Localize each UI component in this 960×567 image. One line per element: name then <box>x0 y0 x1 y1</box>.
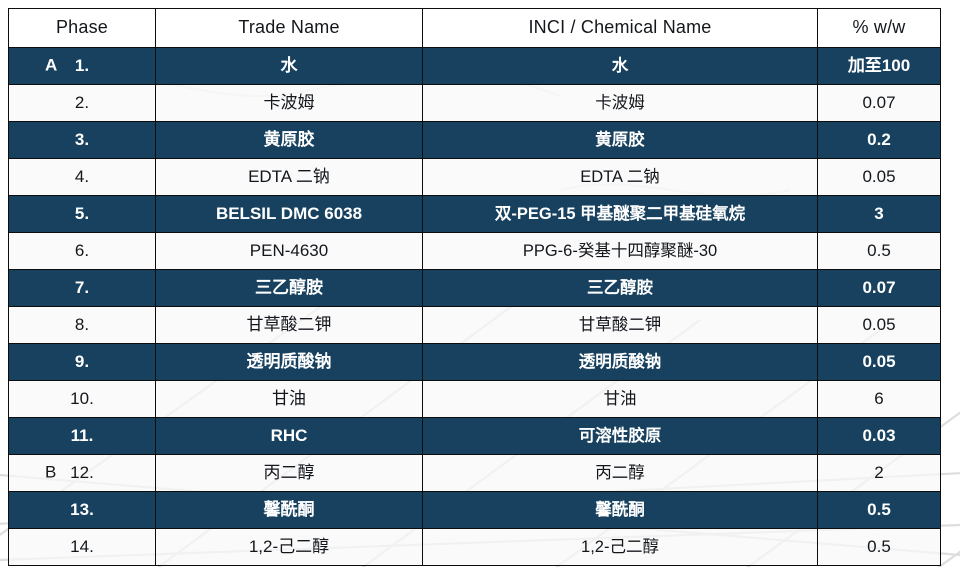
cell-percent: 3 <box>817 195 941 233</box>
row-number: 5. <box>74 203 90 223</box>
cell-phase: B 12. <box>8 454 156 492</box>
cell-trade-name: 水 <box>155 47 423 85</box>
row-number: 4. <box>74 166 90 186</box>
table-header: Phase Trade Name INCI / Chemical Name % … <box>8 8 941 48</box>
table-row: 10. 甘油 甘油 6 <box>8 380 941 418</box>
row-number: 3. <box>74 129 90 149</box>
cell-trade-name: PEN-4630 <box>155 232 423 270</box>
cell-phase: 2. <box>8 84 156 122</box>
row-number: 11. <box>70 425 94 445</box>
cell-phase: 10. <box>8 380 156 418</box>
table-row: 8. 甘草酸二钾 甘草酸二钾 0.05 <box>8 306 941 344</box>
cell-phase: 8. <box>8 306 156 344</box>
table-row: 2. 卡波姆 卡波姆 0.07 <box>8 84 941 122</box>
column-header-inci-chemical-name: INCI / Chemical Name <box>422 8 818 48</box>
cell-percent: 0.05 <box>817 306 941 344</box>
cell-inci-name: 甘油 <box>422 380 818 418</box>
table-body: A 1. 水水加至100 2. 卡波姆 卡波姆 0.07 3. 黄原胶 黄原胶 0.2 4. EDTA … <box>8 47 941 566</box>
cell-trade-name: 透明质酸钠 <box>155 343 423 381</box>
column-header-phase: Phase <box>8 8 156 48</box>
cell-percent: 加至100 <box>817 47 941 85</box>
cell-inci-name: 丙二醇 <box>422 454 818 492</box>
cell-percent: 0.5 <box>817 232 941 270</box>
row-number: 9. <box>74 351 90 371</box>
cell-inci-name: 透明质酸钠 <box>422 343 818 381</box>
cell-phase: 13. <box>8 491 156 529</box>
table-row: 5. BELSIL DMC 6038 双-PEG-15 甲基醚聚二甲基硅氧烷 3 <box>8 195 941 233</box>
row-number: 8. <box>74 314 90 334</box>
cell-trade-name: 馨酰酮 <box>155 491 423 529</box>
cell-phase: A 1. <box>8 47 156 85</box>
cell-percent: 0.5 <box>817 528 941 566</box>
cell-inci-name: 三乙醇胺 <box>422 269 818 307</box>
column-header-trade-name: Trade Name <box>155 8 423 48</box>
cell-inci-name: 双-PEG-15 甲基醚聚二甲基硅氧烷 <box>422 195 818 233</box>
row-number: 6. <box>74 240 90 260</box>
row-number: 13. <box>70 499 94 519</box>
row-number: 2. <box>74 92 90 112</box>
cell-phase: 7. <box>8 269 156 307</box>
cell-trade-name: EDTA 二钠 <box>155 158 423 196</box>
cell-percent: 0.5 <box>817 491 941 529</box>
cell-phase: 11. <box>8 417 156 455</box>
row-number: 7. <box>74 277 90 297</box>
table-row: 9. 透明质酸钠 透明质酸钠 0.05 <box>8 343 941 381</box>
table-row: 6. PEN-4630 PPG-6-癸基十四醇聚醚-30 0.5 <box>8 232 941 270</box>
formula-table-container: Phase Trade Name INCI / Chemical Name % … <box>8 8 941 566</box>
cell-inci-name: 水 <box>422 47 818 85</box>
cell-phase: 4. <box>8 158 156 196</box>
cell-inci-name: 卡波姆 <box>422 84 818 122</box>
table-row: 14. 1,2-己二醇 1,2-己二醇 0.5 <box>8 528 941 566</box>
cell-phase: 14. <box>8 528 156 566</box>
cell-inci-name: 馨酰酮 <box>422 491 818 529</box>
cell-phase: 6. <box>8 232 156 270</box>
cell-percent: 0.03 <box>817 417 941 455</box>
cell-trade-name: 黄原胶 <box>155 121 423 159</box>
cell-percent: 0.07 <box>817 84 941 122</box>
cell-trade-name: 1,2-己二醇 <box>155 528 423 566</box>
header-row: Phase Trade Name INCI / Chemical Name % … <box>8 8 941 48</box>
cell-percent: 0.2 <box>817 121 941 159</box>
column-header-percent-ww: % w/w <box>817 8 941 48</box>
phase-letter: A <box>45 55 58 75</box>
table-row: 13. 馨酰酮 馨酰酮 0.5 <box>8 491 941 529</box>
cell-trade-name: RHC <box>155 417 423 455</box>
cell-trade-name: 卡波姆 <box>155 84 423 122</box>
cell-inci-name: 可溶性胶原 <box>422 417 818 455</box>
row-number: 14. <box>70 536 94 556</box>
cell-phase: 3. <box>8 121 156 159</box>
cell-inci-name: 黄原胶 <box>422 121 818 159</box>
formula-table: Phase Trade Name INCI / Chemical Name % … <box>8 8 941 566</box>
cell-trade-name: 甘油 <box>155 380 423 418</box>
cell-inci-name: 1,2-己二醇 <box>422 528 818 566</box>
table-row: A 1. 水水加至100 <box>8 47 941 85</box>
cell-trade-name: BELSIL DMC 6038 <box>155 195 423 233</box>
phase-letter: B <box>45 462 57 482</box>
row-number: 10. <box>70 388 94 408</box>
cell-percent: 0.05 <box>817 158 941 196</box>
table-row: 7. 三乙醇胺 三乙醇胺 0.07 <box>8 269 941 307</box>
cell-phase: 9. <box>8 343 156 381</box>
cell-inci-name: 甘草酸二钾 <box>422 306 818 344</box>
cell-inci-name: PPG-6-癸基十四醇聚醚-30 <box>422 232 818 270</box>
cell-inci-name: EDTA 二钠 <box>422 158 818 196</box>
row-number: 1. <box>74 55 90 75</box>
cell-trade-name: 甘草酸二钾 <box>155 306 423 344</box>
cell-percent: 2 <box>817 454 941 492</box>
table-row: 4. EDTA 二钠 EDTA 二钠 0.05 <box>8 158 941 196</box>
cell-percent: 0.05 <box>817 343 941 381</box>
cell-percent: 0.07 <box>817 269 941 307</box>
table-row: 3. 黄原胶 黄原胶 0.2 <box>8 121 941 159</box>
cell-percent: 6 <box>817 380 941 418</box>
cell-trade-name: 丙二醇 <box>155 454 423 492</box>
table-row: B 12. 丙二醇 丙二醇 2 <box>8 454 941 492</box>
cell-trade-name: 三乙醇胺 <box>155 269 423 307</box>
table-row: 11. RHC 可溶性胶原 0.03 <box>8 417 941 455</box>
row-number: 12. <box>70 462 94 482</box>
cell-phase: 5. <box>8 195 156 233</box>
